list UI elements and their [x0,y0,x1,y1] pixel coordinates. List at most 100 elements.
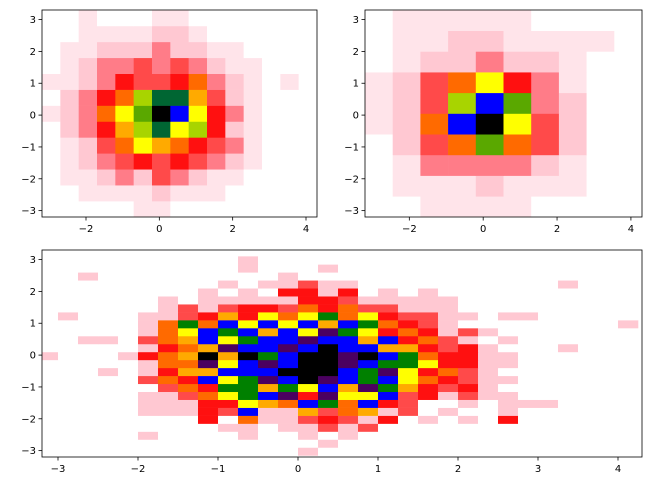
cell [531,154,560,176]
cell [243,41,263,59]
cell [418,256,439,265]
cell [42,328,59,337]
cell [188,105,208,122]
cell [518,415,539,424]
cell [133,121,153,138]
cell [392,134,421,156]
cell [218,407,239,416]
cell [262,121,281,138]
cell [138,447,159,456]
x-tick-label: 0 [295,464,301,475]
cell [448,196,477,217]
cell [618,431,639,440]
cell [420,113,449,135]
cell [198,312,219,321]
cell [207,185,226,202]
cell [498,359,519,369]
cell [598,351,619,361]
cell [207,201,226,217]
cell [243,10,263,27]
cell [78,121,98,138]
cell [58,415,79,424]
cell [178,423,199,432]
cell [258,399,279,408]
cell [98,439,119,448]
cell [614,175,642,197]
cell [398,264,419,273]
cell [598,423,619,432]
x-tick-label: 3 [535,464,541,475]
cell [97,137,116,154]
cell [262,25,281,43]
cell [365,72,393,94]
cell [338,431,359,440]
cell [538,383,559,393]
cell [170,185,189,202]
cell [118,423,139,432]
cell [42,153,61,170]
cell [198,351,219,361]
cell [338,415,359,424]
cell [280,185,299,202]
cell [518,264,539,273]
cell [218,423,239,432]
cell [418,415,439,424]
cell [538,343,559,353]
cell [392,72,421,94]
cell [243,73,263,90]
cell [618,359,639,369]
cell [97,73,116,90]
cell [338,304,359,313]
cell [278,296,299,305]
cell [258,320,279,329]
cell [280,137,299,154]
cell [538,320,559,329]
cell [198,399,219,408]
cell [198,304,219,313]
cell [258,439,279,448]
cell [118,320,139,329]
cell [358,383,379,393]
cell [578,367,599,377]
cell [258,391,279,400]
cell [78,391,99,400]
cell [378,399,399,408]
y-tick-label: −2 [344,174,359,185]
cell [225,137,244,154]
cell [178,383,199,393]
cell [98,375,119,385]
cell [238,264,259,273]
cell [178,415,199,424]
cell [338,296,359,305]
cell [531,10,560,31]
cell [97,41,116,59]
cell [58,280,79,289]
cell [298,57,317,74]
cell [598,391,619,400]
cell [262,73,281,90]
cell [358,359,379,369]
cell [614,154,642,176]
cell [178,280,199,289]
cell [97,25,116,43]
cell [538,351,559,361]
cell [218,328,239,337]
cell [418,320,439,329]
cell [398,439,419,448]
cell [458,264,479,273]
cell [598,343,619,353]
cell [498,431,519,440]
cell [243,105,263,122]
cell [115,105,134,122]
cell [498,439,519,448]
cell [518,296,539,305]
cell [558,92,587,114]
cell [225,73,244,90]
cell [503,72,532,94]
cell [243,89,263,106]
x-tick-label: 2 [455,464,461,475]
cell [58,367,79,377]
cell [358,272,379,281]
cell [578,304,599,313]
cell [378,280,399,289]
